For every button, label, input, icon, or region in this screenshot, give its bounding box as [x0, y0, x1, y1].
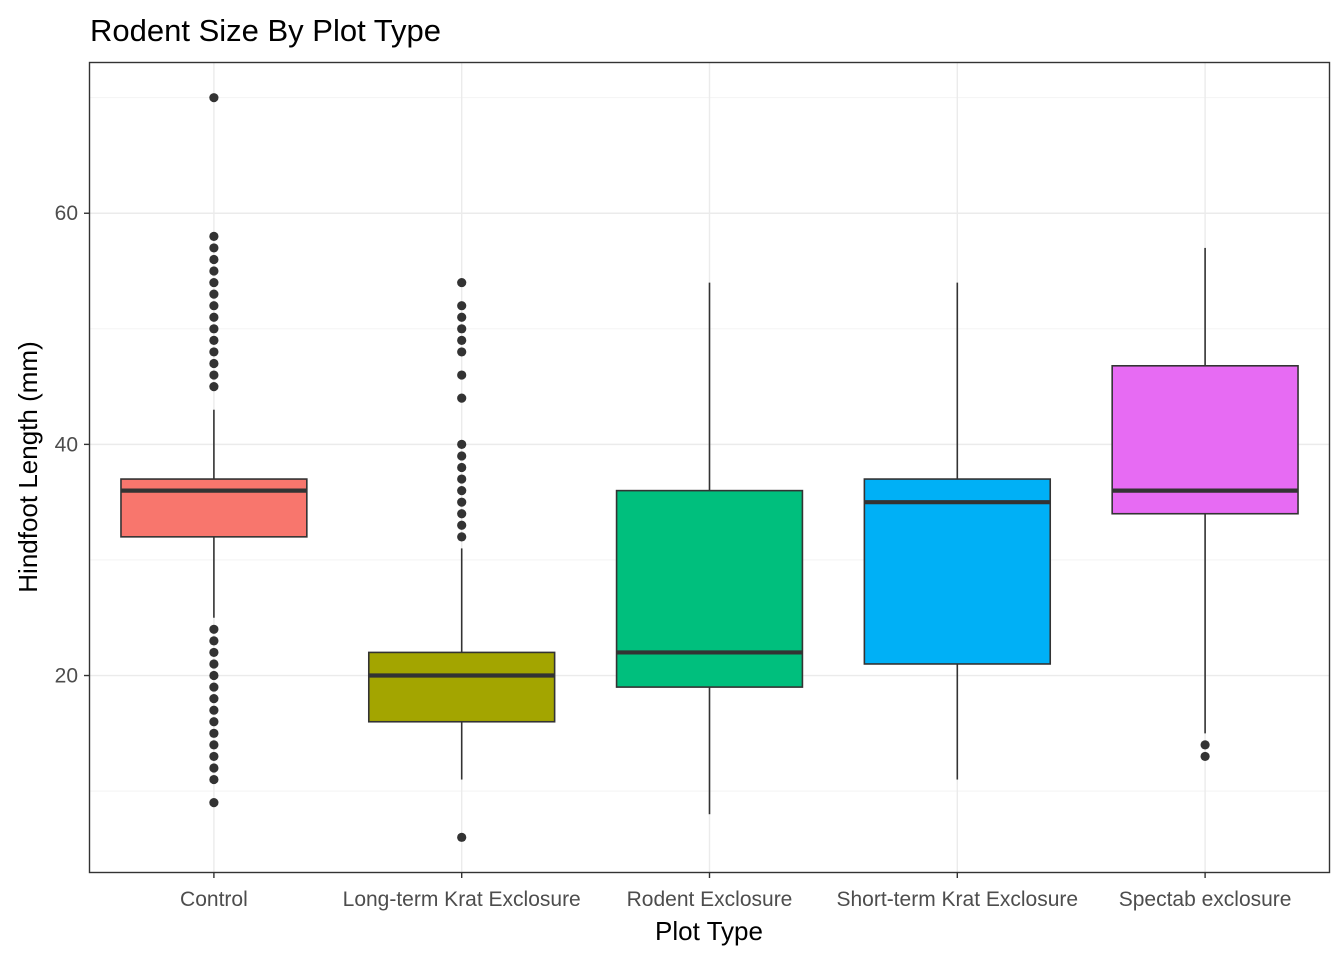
outlier-point: [457, 520, 467, 530]
outlier-point: [457, 474, 467, 484]
outlier-point: [209, 358, 219, 369]
outlier-point: [209, 717, 219, 727]
x-tick-label: Long-term Krat Exclosure: [343, 888, 581, 911]
iqr-box: [863, 478, 1052, 665]
iqr-box: [367, 651, 556, 723]
outlier-point: [457, 370, 467, 380]
iqr-box: [615, 489, 804, 688]
outlier-point: [209, 774, 219, 785]
outlier-point: [209, 347, 219, 357]
outlier-point: [209, 624, 219, 634]
outlier-point: [209, 324, 219, 334]
outlier-point: [457, 347, 467, 357]
outlier-point: [1200, 751, 1210, 762]
outlier-point: [209, 659, 219, 669]
outlier-point: [209, 694, 219, 704]
outlier-point: [457, 439, 467, 449]
outlier-point: [209, 647, 219, 658]
outlier-point: [209, 740, 219, 750]
boxplot-rodent-exclosure: [615, 282, 804, 815]
outlier-point: [457, 335, 467, 345]
outlier-point: [209, 382, 219, 392]
outlier-point: [457, 324, 467, 334]
outlier-point: [209, 370, 219, 380]
x-axis: Control Long-term Krat Exclosure Rodent Ex…: [180, 872, 1291, 911]
y-axis: 20 40 60: [55, 202, 90, 688]
x-tick-label: Short-term Krat Exclosure: [837, 888, 1079, 911]
outlier-point: [209, 301, 219, 311]
outlier-point: [209, 728, 219, 738]
outlier-point: [209, 243, 219, 253]
x-tick-label: Spectab exclosure: [1119, 888, 1292, 911]
outlier-point: [457, 277, 467, 288]
iqr-box: [120, 478, 308, 538]
boxplot-spectab-exclosure: [1111, 247, 1299, 762]
outlier-point: [209, 335, 219, 345]
outlier-point: [209, 763, 219, 773]
boxplot-long-term-krat-exclosure: [367, 277, 556, 842]
outlier-point: [209, 312, 219, 322]
outlier-point: [209, 277, 219, 288]
y-tick-label: 60: [55, 202, 78, 225]
chart-title: Rodent Size By Plot Type: [90, 13, 441, 48]
outlier-point: [209, 798, 219, 808]
boxplot-short-term-krat-exclosure: [863, 282, 1052, 780]
outlier-point: [209, 254, 219, 265]
outlier-point: [209, 266, 219, 276]
x-tick-label: Rodent Exclosure: [627, 888, 793, 911]
outlier-point: [209, 93, 219, 103]
outlier-point: [457, 497, 467, 507]
outlier-point: [209, 751, 219, 762]
outlier-point: [209, 670, 219, 681]
outlier-point: [457, 301, 467, 311]
outlier-point: [457, 832, 467, 842]
outlier-point: [457, 532, 467, 542]
y-axis-label: Hindfoot Length (mm): [13, 341, 43, 592]
x-axis-label: Plot Type: [655, 916, 763, 946]
outlier-point: [209, 705, 219, 715]
outlier-point: [457, 312, 467, 322]
outlier-point: [209, 231, 219, 241]
outlier-point: [209, 289, 219, 299]
outlier-point: [457, 451, 467, 461]
outlier-point: [457, 462, 467, 473]
y-tick-label: 20: [55, 665, 78, 688]
outlier-point: [457, 486, 467, 496]
outlier-point: [457, 393, 467, 403]
boxplots: [120, 93, 1299, 842]
x-tick-label: Control: [180, 888, 248, 911]
y-tick-label: 40: [55, 433, 78, 456]
outlier-point: [1200, 740, 1210, 750]
boxplot-control: [120, 93, 308, 808]
outlier-point: [209, 682, 219, 692]
outlier-point: [209, 636, 219, 646]
outlier-point: [457, 509, 467, 519]
